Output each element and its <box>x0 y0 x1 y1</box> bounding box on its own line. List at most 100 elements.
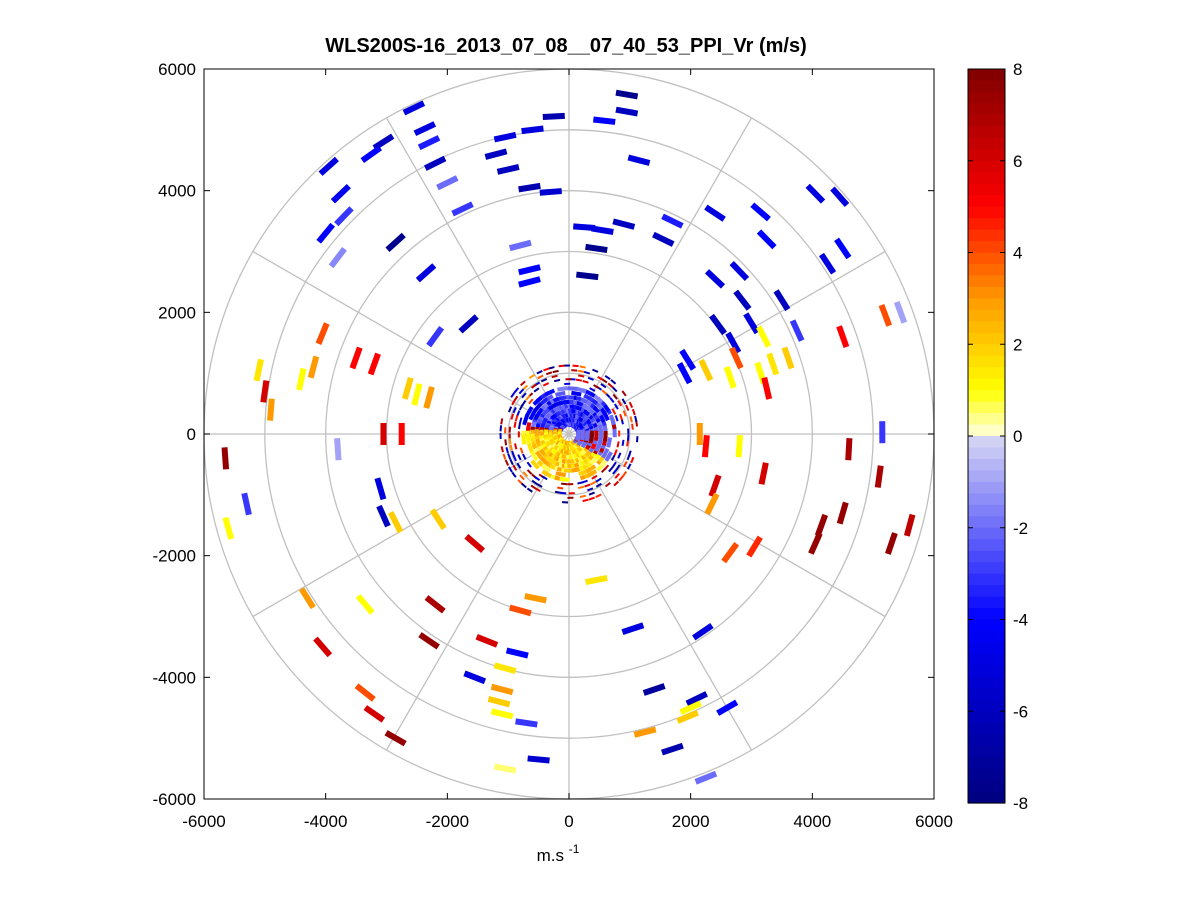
near-range-mark <box>614 403 619 410</box>
near-range-mark <box>584 430 590 441</box>
velocity-marks <box>221 89 916 785</box>
x-axis-label: m.s -1 <box>537 842 580 865</box>
near-range-mark <box>530 383 538 389</box>
near-range-mark <box>513 421 517 428</box>
near-range-mark <box>529 450 539 462</box>
velocity-mark <box>874 465 884 488</box>
near-range-mark <box>534 475 541 482</box>
near-range-mark <box>623 461 628 468</box>
near-range-mark <box>516 462 522 469</box>
near-range-mark <box>555 390 566 397</box>
colorbar-band <box>968 699 1005 712</box>
velocity-mark <box>524 593 547 604</box>
near-range-mark <box>545 371 553 376</box>
near-range-mark <box>578 374 585 378</box>
near-range-mark <box>618 475 624 482</box>
colorbar-band <box>968 103 1005 116</box>
near-range-mark <box>609 397 615 404</box>
near-range-mark <box>528 374 535 379</box>
colorbar-band <box>968 688 1005 701</box>
near-range-mark <box>561 482 568 486</box>
near-range-mark <box>508 466 513 473</box>
near-range-mark <box>613 480 620 487</box>
near-range-mark <box>575 378 583 382</box>
colorbar-band <box>968 768 1005 781</box>
near-range-mark <box>579 365 586 369</box>
colorbar-band <box>968 390 1005 403</box>
velocity-mark <box>836 501 849 525</box>
colorbar-band <box>968 69 1005 82</box>
velocity-mark <box>808 532 823 555</box>
velocity-mark <box>903 513 916 537</box>
velocity-mark <box>642 683 666 696</box>
velocity-mark <box>834 237 852 260</box>
velocity-mark <box>676 362 693 385</box>
near-range-mark <box>621 390 627 397</box>
colorbar-band <box>968 298 1005 311</box>
velocity-mark <box>318 156 339 176</box>
velocity-mark <box>429 508 447 531</box>
near-range-mark <box>510 413 515 420</box>
colorbar-band <box>968 630 1005 644</box>
velocity-mark <box>709 313 727 336</box>
near-range-mark <box>621 398 627 405</box>
colorbar-band <box>968 286 1005 299</box>
velocity-mark <box>360 145 383 163</box>
velocity-mark <box>328 247 347 269</box>
velocity-mark <box>698 358 714 382</box>
near-range-mark <box>571 390 582 397</box>
near-range-mark <box>521 392 527 399</box>
velocity-mark <box>729 346 744 370</box>
velocity-mark <box>652 231 675 247</box>
near-range-mark <box>510 391 516 398</box>
near-range-mark <box>626 440 630 447</box>
velocity-mark <box>496 163 520 175</box>
velocity-mark <box>493 763 517 774</box>
near-range-mark <box>589 387 596 392</box>
velocity-mark <box>773 289 791 312</box>
velocity-mark <box>313 636 333 658</box>
near-range-mark <box>603 464 610 471</box>
near-range-mark <box>534 487 541 493</box>
velocity-mark <box>354 683 376 702</box>
grid-spoke <box>568 433 753 751</box>
velocity-mark <box>493 662 517 674</box>
velocity-mark <box>766 352 780 376</box>
velocity-mark <box>878 304 893 327</box>
near-range-mark <box>531 479 538 485</box>
velocity-mark <box>458 314 479 334</box>
near-range-mark <box>502 453 507 460</box>
near-range-mark <box>536 370 543 375</box>
near-range-mark <box>518 417 523 424</box>
colorbar: 8 6 4 2 0 -2 -4 -6 -8 <box>967 60 1028 813</box>
near-range-mark <box>631 408 636 416</box>
grid-spoke <box>252 250 570 435</box>
velocity-mark <box>451 201 474 217</box>
velocity-mark <box>756 229 777 250</box>
velocity-mark <box>296 367 307 391</box>
velocity-mark <box>885 532 898 555</box>
velocity-mark <box>355 593 375 615</box>
x-axis: -6000 -4000 -2000 0 2000 4000 6000 <box>182 69 953 831</box>
near-range-mark <box>595 477 602 483</box>
colorbar-tick-label: 2 <box>1013 335 1022 354</box>
velocity-mark <box>729 260 750 281</box>
near-range-mark <box>512 454 517 462</box>
colorbar-band <box>968 458 1005 472</box>
velocity-mark <box>685 691 708 707</box>
velocity-mark <box>615 106 639 117</box>
near-range-mark <box>522 384 529 391</box>
near-range-mark <box>590 480 597 486</box>
near-range-mark <box>610 454 616 461</box>
colorbar-band <box>968 504 1005 517</box>
y-tick-label: 0 <box>187 425 196 444</box>
colorbar-band <box>968 355 1005 368</box>
near-range-cluster <box>499 364 639 504</box>
grid-spoke <box>568 433 886 618</box>
near-range-mark <box>572 364 579 368</box>
near-range-mark <box>583 393 594 402</box>
colorbar-tick-label: -8 <box>1013 794 1028 813</box>
colorbar-tick-label: 4 <box>1013 244 1022 263</box>
velocity-mark <box>518 182 541 193</box>
colorbar-band <box>968 321 1005 334</box>
